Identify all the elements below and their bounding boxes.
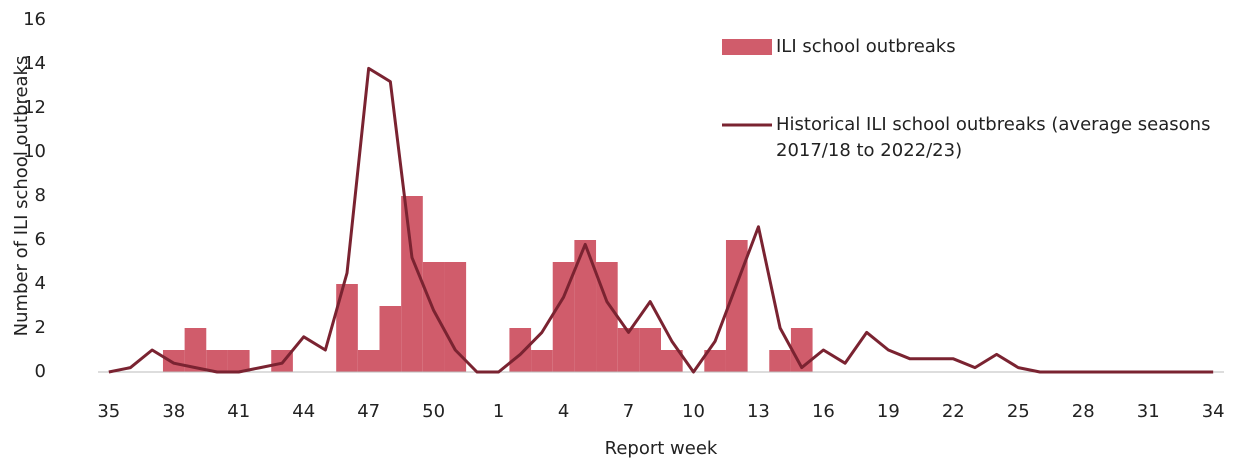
bar	[357, 350, 380, 372]
x-tick-label: 50	[422, 401, 445, 422]
y-tick-label: 2	[35, 317, 46, 338]
x-tick-label: 1	[493, 401, 504, 422]
bar	[422, 262, 445, 372]
x-tick-label: 31	[1137, 401, 1160, 422]
x-tick-label: 44	[292, 401, 315, 422]
y-tick-label: 12	[23, 97, 46, 118]
y-tick-label: 0	[35, 361, 46, 382]
x-tick-label: 10	[682, 401, 705, 422]
bar	[574, 240, 597, 372]
x-tick-label: 38	[162, 401, 185, 422]
x-tick-label: 7	[623, 401, 634, 422]
y-tick-label: 14	[23, 53, 46, 74]
y-tick-label: 10	[23, 141, 46, 162]
bar	[531, 350, 553, 372]
bar	[704, 350, 726, 372]
x-tick-label: 13	[747, 401, 770, 422]
y-tick-label: 6	[35, 229, 46, 250]
legend-label: ILI school outbreaks	[776, 36, 956, 57]
y-axis-title: Number of ILI school outbreaks	[11, 56, 32, 337]
legend-swatch	[722, 39, 772, 55]
x-tick-label: 22	[942, 401, 965, 422]
bar	[184, 328, 207, 372]
x-tick-label: 47	[357, 401, 380, 422]
x-tick-label: 34	[1202, 401, 1225, 422]
x-tick-label: 25	[1007, 401, 1030, 422]
x-tick-label: 41	[227, 401, 250, 422]
bar	[639, 328, 661, 372]
bar	[769, 350, 791, 372]
x-tick-label: 28	[1072, 401, 1095, 422]
bar	[162, 350, 185, 372]
y-tick-label: 16	[23, 9, 46, 30]
bar	[227, 350, 250, 372]
x-tick-label: 16	[812, 401, 835, 422]
bar	[617, 328, 640, 372]
line	[108, 66, 1214, 374]
bar	[552, 262, 575, 372]
bar	[661, 350, 683, 372]
bar	[401, 196, 423, 372]
x-tick-label: 4	[558, 401, 569, 422]
x-tick-label: 35	[97, 401, 120, 422]
y-tick-label: 4	[35, 273, 46, 294]
x-tick-label: 19	[877, 401, 900, 422]
bar	[379, 306, 402, 372]
bar	[790, 328, 813, 372]
bar	[336, 284, 358, 372]
bar	[206, 350, 228, 372]
y-tick-label: 8	[35, 185, 46, 206]
bar	[444, 262, 467, 372]
x-axis-title: Report week	[605, 438, 718, 459]
bar	[509, 328, 532, 372]
legend-label: Historical ILI school outbreaks (average…	[776, 114, 1211, 161]
